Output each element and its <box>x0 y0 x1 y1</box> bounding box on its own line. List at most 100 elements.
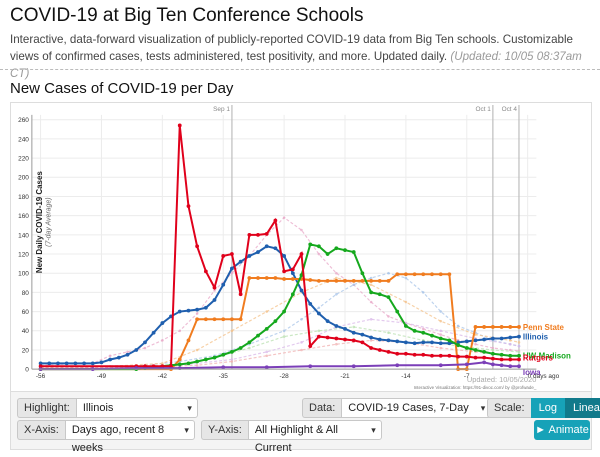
data-point <box>299 288 304 293</box>
data-point <box>456 324 460 328</box>
data-point <box>308 242 313 247</box>
data-point <box>247 232 252 237</box>
data-point <box>221 365 226 370</box>
data-point <box>335 271 338 275</box>
data-point <box>325 252 330 256</box>
highlight-select[interactable]: Illinois ▾ <box>75 398 198 418</box>
data-point <box>212 298 217 302</box>
data-point <box>421 352 426 357</box>
data-point <box>421 272 426 277</box>
yaxis-select[interactable]: All Highlight & All Current ▾ <box>247 420 382 454</box>
data-point <box>316 334 321 339</box>
data-point <box>369 278 373 283</box>
data-point <box>264 326 269 331</box>
data-point <box>300 348 303 352</box>
data-point <box>412 272 417 277</box>
data-point <box>369 339 373 342</box>
data-point <box>334 246 339 251</box>
updated-timestamp: (Updated: 10/05 08:37am CT) <box>10 50 582 80</box>
data-point <box>221 254 226 258</box>
data-point <box>517 357 521 362</box>
data-point <box>387 315 390 318</box>
data-point <box>161 362 164 365</box>
data-point <box>360 332 365 337</box>
yaxis-control: Y-Axis: All Highlight & All Current ▾ <box>201 420 382 454</box>
data-point <box>334 336 339 341</box>
data-point <box>82 361 86 366</box>
data-point <box>517 350 521 354</box>
data-point <box>403 340 408 345</box>
data-point <box>317 306 321 310</box>
data-point <box>264 365 269 370</box>
chevron-down-icon: ▾ <box>480 403 486 413</box>
data-point <box>517 341 521 344</box>
data-point <box>143 340 147 345</box>
data-point <box>73 361 78 366</box>
data-point <box>47 361 52 366</box>
intro-text: Interactive, data-forward visualization … <box>10 31 592 82</box>
data-point <box>386 349 391 354</box>
data-point <box>282 329 286 333</box>
data-point <box>325 335 330 340</box>
data-point <box>351 338 356 343</box>
yaxis-label: Y-Axis: <box>201 420 248 440</box>
scale-label: Scale: <box>487 398 531 418</box>
x-tick-label-3: -35 <box>219 373 229 380</box>
data-point <box>264 232 269 236</box>
data-select[interactable]: COVID-19 Cases, 7-Day Avg.▾ <box>341 398 492 432</box>
y-tick-label-8: 160 <box>18 213 29 220</box>
series-background-7 <box>39 276 521 369</box>
data-point <box>290 277 295 281</box>
data-point <box>213 289 216 292</box>
xaxis-select[interactable]: Days ago, recent 8 weeks ▾ <box>64 420 195 454</box>
data-point <box>256 250 260 254</box>
highlight-control: Highlight: Illinois ▾ <box>17 398 198 418</box>
data-point <box>238 292 243 297</box>
data-point <box>508 357 513 362</box>
series-line-3 <box>40 125 519 368</box>
data-point <box>473 355 478 360</box>
x-tick-label-0: -56 <box>36 373 46 380</box>
data-point <box>230 358 234 361</box>
data-point <box>186 338 191 343</box>
data-point <box>464 362 469 367</box>
data-point <box>221 317 226 322</box>
data-point <box>290 267 295 272</box>
data-point <box>264 276 269 280</box>
data-point <box>195 312 199 315</box>
data-point <box>439 329 443 333</box>
data-point <box>482 360 487 365</box>
data-point <box>438 336 443 341</box>
series-label-0: Illinois <box>523 333 549 342</box>
scale-linear-button[interactable]: Linear <box>564 398 600 418</box>
y-tick-label-3: 60 <box>22 309 30 316</box>
data-point <box>464 339 469 344</box>
data-point <box>143 346 147 350</box>
data-point <box>316 278 321 283</box>
chevron-down-icon: ▾ <box>187 403 192 413</box>
data-point <box>474 342 477 346</box>
data-point <box>316 311 321 316</box>
page-title: COVID-19 at Big Ten Conference Schools <box>10 5 364 26</box>
data-point <box>491 348 495 352</box>
data-point <box>490 351 495 356</box>
data-point <box>456 354 460 359</box>
data-point <box>517 353 521 358</box>
data-point <box>508 353 513 358</box>
animate-button[interactable]: ► Animate <box>534 420 590 440</box>
scale-log-button[interactable]: Log <box>530 398 565 418</box>
data-point <box>343 337 347 342</box>
data-point <box>508 339 512 342</box>
highlight-label: Highlight: <box>17 398 76 418</box>
xaxis-label: X-Axis: <box>17 420 65 440</box>
data-point <box>203 317 208 322</box>
data-point <box>421 340 426 345</box>
data-point <box>230 329 234 333</box>
data-point <box>430 353 434 358</box>
y-axis-sublabel: (7-day Average) <box>46 197 53 246</box>
data-point <box>499 352 504 357</box>
data-point <box>404 276 408 280</box>
series-label-4: Iowa <box>523 368 541 377</box>
data-point <box>325 278 330 283</box>
